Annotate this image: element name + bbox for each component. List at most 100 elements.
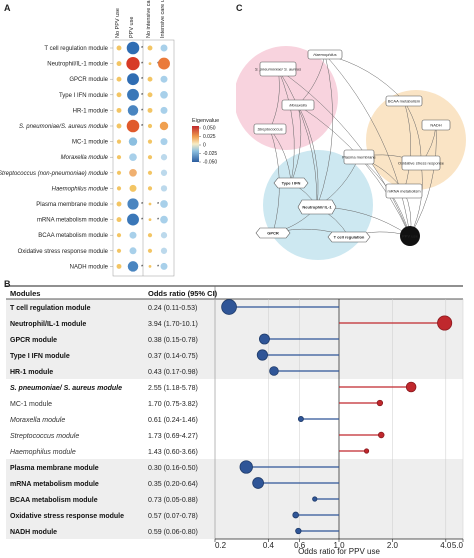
module-name: NADH module — [10, 529, 57, 536]
modules-column-header: Modules — [10, 289, 40, 298]
panel-a-dot-matrix: No PPV use PPV use No intensive care use In… — [0, 0, 219, 277]
eigenvalue-dot — [147, 170, 153, 175]
odds-ratio-value: 2.55 (1.18-5.78) — [148, 385, 198, 392]
module-name: GPCR module — [10, 337, 57, 344]
network-node-bcaa: BCAA metabolism — [385, 95, 423, 107]
eigenvalue-dot — [116, 61, 122, 67]
module-label: S. pneumoniae/S. aureus module — [19, 124, 109, 130]
forest-point — [295, 527, 302, 535]
network-node-tcell: T cell regulation — [327, 231, 371, 243]
eigenvalue-dot — [129, 168, 137, 177]
module-label: HR-1 module — [73, 108, 109, 114]
network-edge — [277, 68, 295, 184]
network-node-oxid: Oxidative stress response — [398, 155, 445, 171]
eigenvalue-dot — [126, 41, 140, 55]
eigenvalue-dot — [116, 107, 122, 113]
eigenvalue-dot — [159, 121, 169, 131]
x-tick-label: 0.2 — [215, 541, 227, 550]
panel-c-letter: C — [236, 3, 243, 13]
odds-ratio-value: 0.30 (0.16-0.50) — [148, 465, 198, 472]
network-node-label: Oxidative stress response — [398, 161, 445, 166]
forest-point — [252, 477, 264, 489]
network-edge — [324, 54, 411, 237]
module-label: Neutrophil/IL-1 module — [47, 62, 108, 68]
network-node-label: S. pneumoniae/ S. aureus — [255, 67, 301, 72]
x-tick-label: 0.6 — [294, 541, 306, 550]
eigenvalue-dot — [160, 75, 168, 83]
network-node-label: Moraxella — [289, 103, 307, 108]
significance-star: * — [157, 202, 160, 208]
eigenvalue-dot — [116, 76, 122, 82]
forest-point — [256, 349, 268, 361]
module-label: BCAA metabolism module — [38, 233, 108, 239]
legend-tick-label: -0.050 — [203, 160, 217, 166]
eigenvalue-dot — [158, 57, 170, 70]
legend-tick-label: -0.025 — [203, 151, 217, 157]
metabolism-cluster-circle — [366, 90, 466, 190]
network-node-label: Haemophilus — [313, 52, 336, 57]
module-label: MC-1 module — [72, 140, 109, 146]
network-edge — [277, 68, 411, 237]
significance-star: * — [157, 264, 160, 270]
eigenvalue-dot — [129, 184, 137, 192]
significance-star: * — [141, 46, 144, 52]
odds-ratio-value: 0.37 (0.14-0.75) — [148, 353, 198, 360]
eigenvalue-dot — [147, 248, 153, 253]
significance-star: * — [141, 108, 144, 114]
odds-ratio-value: 0.43 (0.17-0.98) — [148, 369, 198, 376]
eigenvalue-dot — [127, 105, 139, 116]
eigenvalue-dot — [126, 56, 140, 71]
eigenvalue-dot — [160, 247, 168, 254]
module-label: NADH module — [70, 264, 109, 270]
eigenvalue-dot — [129, 231, 137, 239]
odds-ratio-value: 0.24 (0.11-0.53) — [148, 305, 197, 312]
network-node-label: Neutrophil/ IL-1 — [302, 205, 332, 210]
row-band-3 — [6, 459, 463, 539]
network-node-ifn: Type I IFN — [273, 177, 309, 189]
network-node-label: NADH — [430, 123, 441, 128]
significance-star: * — [141, 218, 144, 224]
eigenvalue-dot — [127, 73, 139, 86]
module-name: Neutrophil/IL-1 module — [10, 321, 86, 328]
network-edge — [290, 104, 302, 184]
odds-ratio-value: 0.35 (0.20-0.64) — [148, 481, 198, 488]
eigenvalue-dot — [116, 248, 122, 253]
forest-point — [239, 460, 253, 474]
network-node-ppv: PPV use — [400, 226, 420, 246]
eigenvalue-dot — [116, 201, 122, 207]
eigenvalue-dot — [160, 169, 168, 176]
eigenvalue-dot — [147, 92, 153, 98]
eigenvalue-dot — [116, 45, 122, 51]
column-header: No PPV use — [115, 8, 121, 38]
significance-star: * — [141, 202, 144, 208]
module-name: BCAA metabolism module — [10, 497, 98, 504]
module-name: Haemophilus module — [10, 449, 76, 456]
network-node-label: PPV use — [402, 234, 419, 239]
eigenvalue-dot — [147, 76, 153, 82]
microbiome-cluster-circle — [236, 46, 338, 150]
module-name: HR-1 module — [10, 369, 53, 376]
significance-star: * — [141, 124, 144, 130]
eigenvalue-dot — [127, 88, 139, 101]
forest-point — [377, 431, 385, 439]
forest-point — [437, 315, 453, 331]
network-node-mora: Moraxella — [281, 99, 315, 111]
eigenvalue-dot — [147, 123, 153, 129]
odds-ratio-value: 0.59 (0.06-0.80) — [148, 529, 198, 536]
network-node-plasma: Plasma membrane — [342, 149, 377, 165]
significance-star: * — [141, 264, 144, 270]
legend-tick-label: 0.025 — [203, 134, 216, 140]
legend-tick-label: 0.050 — [203, 126, 216, 132]
module-label: T cell regulation module — [44, 46, 108, 52]
module-name: S. pneumoniae/ S. aureus module — [10, 385, 122, 392]
forest-point — [259, 333, 270, 345]
eigenvalue-dot — [116, 170, 122, 175]
eigenvalue-dot — [160, 138, 168, 146]
eigenvalue-dot — [148, 218, 152, 222]
network-node-spsa: S. pneumoniae/ S. aureus — [255, 61, 301, 77]
legend-colorbar — [192, 126, 199, 162]
eigenvalue-dot — [160, 185, 168, 192]
eigenvalue-dot — [148, 202, 152, 206]
module-name: Plasma membrane module — [10, 465, 99, 472]
module-name: T cell regulation module — [10, 305, 91, 312]
